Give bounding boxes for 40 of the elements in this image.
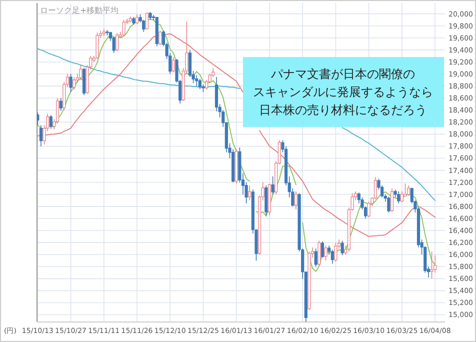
candlestick bbox=[294, 190, 298, 210]
candlestick bbox=[172, 56, 175, 73]
candlestick bbox=[37, 112, 40, 126]
annotation: 日本株の売り材料になるだろう bbox=[259, 103, 427, 117]
candlestick bbox=[39, 124, 43, 147]
candlestick bbox=[158, 30, 162, 46]
annotation: パナマ文書が日本の閣僚の bbox=[270, 67, 415, 81]
candlestick bbox=[49, 114, 52, 130]
candlestick bbox=[198, 78, 202, 90]
annotation: スキャンダルに発展するようなら bbox=[253, 85, 433, 99]
candlestick bbox=[135, 14, 139, 24]
candlestick bbox=[248, 184, 252, 201]
candlestick bbox=[320, 240, 324, 258]
candlestick bbox=[330, 249, 334, 264]
candlestick bbox=[82, 68, 86, 96]
candlestick bbox=[367, 201, 370, 218]
chart-title: ローソク足+移動平均 bbox=[40, 6, 119, 15]
candlestick bbox=[116, 32, 119, 52]
candlestick bbox=[314, 248, 318, 268]
candlestick bbox=[400, 190, 404, 203]
candlestick bbox=[79, 64, 82, 80]
candlestick bbox=[334, 242, 338, 262]
candlestick bbox=[397, 190, 400, 204]
candlestick bbox=[390, 188, 394, 212]
candlestick bbox=[374, 176, 378, 200]
candlestick bbox=[430, 251, 434, 280]
candlestick bbox=[318, 240, 321, 266]
candlestick bbox=[112, 36, 116, 54]
candlestick bbox=[145, 12, 148, 30]
candlestick bbox=[387, 196, 390, 213]
candlestick bbox=[271, 176, 274, 195]
candlestick bbox=[195, 74, 198, 86]
candlestick bbox=[72, 76, 76, 90]
candlestick bbox=[59, 98, 62, 112]
candlestick bbox=[324, 245, 328, 262]
candlestick bbox=[340, 240, 344, 256]
candlestick bbox=[96, 32, 99, 60]
candlestick bbox=[69, 74, 72, 92]
candlestick bbox=[407, 184, 410, 196]
candlestick bbox=[122, 19, 126, 37]
